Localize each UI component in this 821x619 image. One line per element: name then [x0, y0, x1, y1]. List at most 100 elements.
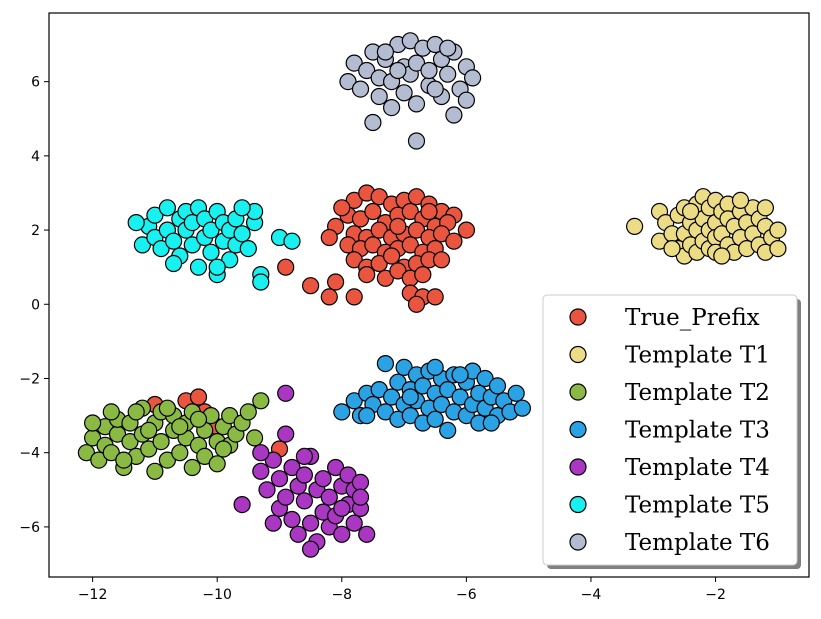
data-point [152, 240, 170, 258]
data-point [414, 266, 432, 284]
data-point [351, 488, 370, 506]
data-point [264, 514, 282, 532]
data-point [140, 421, 158, 439]
legend-marker [569, 383, 587, 401]
data-point [376, 403, 394, 421]
data-point [756, 199, 775, 217]
data-point [389, 373, 407, 391]
data-point [389, 217, 407, 235]
data-point [451, 388, 469, 406]
data-point [252, 392, 270, 410]
legend-marker [569, 420, 587, 439]
data-point [650, 232, 669, 250]
data-point [389, 262, 407, 280]
data-point [364, 236, 382, 254]
data-point [127, 403, 145, 421]
data-point [681, 202, 700, 221]
data-point [420, 202, 438, 221]
data-point [171, 444, 189, 462]
data-point [426, 288, 444, 306]
x-tick-label: −12 [78, 587, 108, 603]
data-point [401, 407, 419, 425]
y-tick-label: 0 [31, 297, 40, 313]
data-point [358, 61, 376, 80]
data-point [395, 84, 413, 102]
y-tick-label: 4 [31, 149, 40, 165]
x-tick-label: −2 [705, 587, 726, 603]
data-point [252, 273, 270, 291]
data-point [345, 514, 363, 532]
data-point [189, 410, 208, 428]
data-point [165, 254, 183, 273]
data-point [401, 32, 419, 50]
data-point [731, 191, 750, 209]
data-point [277, 258, 295, 276]
data-point [439, 39, 457, 57]
data-point [146, 206, 164, 224]
data-point [426, 410, 444, 428]
data-point [513, 399, 532, 417]
data-point [407, 221, 426, 239]
legend-label: Template T1 [625, 343, 770, 369]
data-point [457, 91, 475, 109]
data-point [426, 358, 444, 376]
data-point [370, 254, 388, 273]
data-point [439, 65, 457, 83]
data-point [339, 466, 357, 484]
legend-box [542, 294, 798, 566]
data-point [239, 240, 257, 258]
data-point [146, 462, 164, 480]
data-point [171, 418, 189, 436]
legend: True_Prefix Template T1 Template T2 Templat… [542, 294, 801, 569]
x-tick-label: −8 [331, 587, 352, 603]
data-point [283, 510, 301, 529]
data-point [351, 210, 370, 228]
data-point [121, 433, 139, 451]
data-point [370, 188, 388, 206]
data-point [102, 444, 120, 462]
data-point [370, 381, 388, 399]
data-point [401, 388, 419, 406]
data-point [189, 258, 208, 276]
data-point [165, 232, 183, 250]
data-point [713, 247, 731, 265]
data-point [283, 458, 301, 477]
data-point [389, 61, 407, 80]
data-point [383, 98, 401, 117]
series-template-t4 [233, 384, 376, 558]
data-point [127, 214, 145, 232]
data-point [102, 403, 120, 421]
data-point [295, 447, 313, 465]
x-tick-label: −10 [202, 587, 232, 603]
data-point [395, 358, 413, 376]
data-point [196, 447, 214, 465]
data-point [314, 470, 332, 488]
data-point [302, 540, 320, 558]
data-point [432, 395, 451, 414]
x-axis: −12 −10 −8 −6 −4 −2 [78, 577, 726, 603]
y-tick-label: 2 [31, 223, 40, 239]
data-point [83, 414, 102, 432]
data-point [507, 384, 525, 402]
data-point [283, 232, 301, 250]
y-tick-label: −6 [19, 520, 40, 536]
series-template-t6 [339, 32, 482, 150]
data-point [333, 199, 351, 217]
data-point [233, 496, 251, 514]
legend-label: Template T6 [625, 530, 770, 556]
data-point [140, 440, 158, 458]
data-point [401, 236, 419, 254]
y-axis: −6 −4 −2 0 2 4 6 [19, 75, 49, 536]
data-point [345, 251, 363, 269]
series-template-t3 [333, 355, 532, 439]
legend-label: Template T2 [625, 380, 770, 406]
legend-marker [569, 458, 587, 476]
series-true-prefix [146, 184, 475, 458]
data-point [202, 221, 220, 239]
data-point [383, 247, 401, 265]
series-template-t2 [77, 392, 270, 480]
data-point [407, 188, 426, 206]
data-point [327, 273, 345, 291]
data-point [407, 295, 426, 313]
data-point [295, 492, 313, 510]
